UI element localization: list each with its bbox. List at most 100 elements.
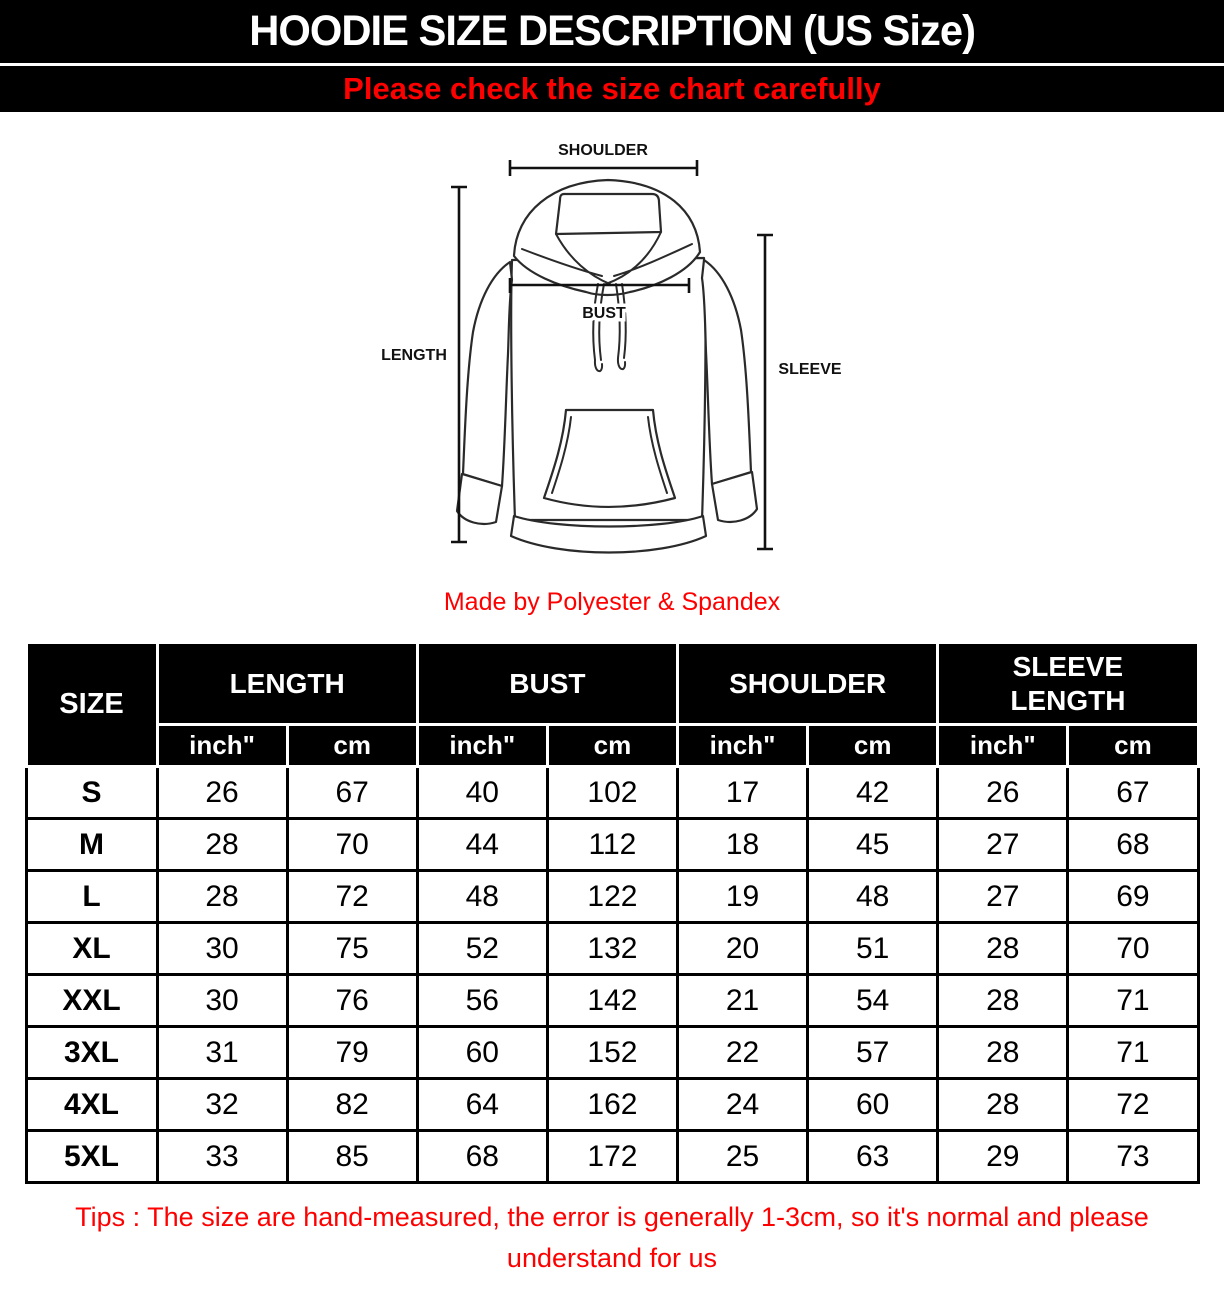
table-row: XXL 30 76 56 142 21 54 28 71 bbox=[24, 973, 1200, 1028]
value-cell: 19 bbox=[675, 869, 810, 924]
value-cell: 32 bbox=[155, 1077, 289, 1132]
value-cell: 76 bbox=[285, 973, 419, 1028]
value-cell: 142 bbox=[545, 973, 680, 1028]
value-cell: 71 bbox=[1066, 1025, 1200, 1080]
tips-note: Tips : The size are hand-measured, the e… bbox=[75, 1202, 1149, 1273]
value-cell: 73 bbox=[1066, 1129, 1200, 1184]
length-measure-line bbox=[451, 185, 467, 544]
size-cell: XXL bbox=[24, 973, 159, 1028]
value-cell: 71 bbox=[1066, 973, 1200, 1028]
size-cell: 3XL bbox=[24, 1025, 159, 1080]
sleeve-measure-line bbox=[757, 233, 773, 551]
value-cell: 64 bbox=[415, 1077, 549, 1132]
value-cell: 70 bbox=[285, 817, 419, 872]
value-cell: 172 bbox=[545, 1129, 680, 1184]
table-row: S 26 67 40 102 17 42 26 67 bbox=[24, 765, 1200, 820]
value-cell: 162 bbox=[545, 1077, 680, 1132]
table-row: XL 30 75 52 132 20 51 28 70 bbox=[24, 921, 1200, 976]
hoodie-illustration: SHOULDER LENGTH BUST SLEEVE bbox=[378, 139, 845, 554]
table-row: M 28 70 44 112 18 45 27 68 bbox=[24, 817, 1200, 872]
value-cell: 30 bbox=[155, 921, 289, 976]
title-bar: HOODIE SIZE DESCRIPTION (US Size) bbox=[0, 0, 1224, 63]
hoodie-left-cuff bbox=[455, 472, 504, 526]
unit-header-sleeve-inch: inch" bbox=[936, 723, 1070, 768]
page-subtitle: Please check the size chart carefully bbox=[343, 71, 881, 106]
table-row: L 28 72 48 122 19 48 27 69 bbox=[24, 869, 1200, 924]
value-cell: 18 bbox=[675, 817, 810, 872]
page-title: HOODIE SIZE DESCRIPTION (US Size) bbox=[249, 7, 976, 55]
hoodie-hem-band bbox=[509, 514, 708, 554]
value-cell: 48 bbox=[806, 869, 940, 924]
value-cell: 28 bbox=[936, 1025, 1070, 1080]
hoodie-pocket bbox=[542, 408, 677, 509]
table-row: 4XL 32 82 64 162 24 60 28 72 bbox=[24, 1077, 1200, 1132]
material-note: Made by Polyester & Spandex bbox=[443, 588, 781, 616]
unit-header-shoulder-inch: inch" bbox=[675, 723, 810, 768]
value-cell: 27 bbox=[936, 869, 1070, 924]
value-cell: 68 bbox=[1066, 817, 1200, 872]
value-cell: 102 bbox=[545, 765, 680, 820]
table-row: 3XL 31 79 60 152 22 57 28 71 bbox=[24, 1025, 1200, 1080]
size-cell: S bbox=[24, 765, 159, 820]
hoodie-left-sleeve bbox=[461, 260, 514, 488]
value-cell: 79 bbox=[285, 1025, 419, 1080]
value-cell: 82 bbox=[285, 1077, 419, 1132]
value-cell: 28 bbox=[936, 921, 1070, 976]
value-cell: 48 bbox=[415, 869, 549, 924]
unit-header-length-inch: inch" bbox=[155, 723, 289, 768]
value-cell: 85 bbox=[285, 1129, 419, 1184]
bust-measure-line bbox=[508, 278, 691, 293]
value-cell: 72 bbox=[285, 869, 419, 924]
column-header-bust: BUST bbox=[415, 641, 680, 726]
value-cell: 28 bbox=[936, 973, 1070, 1028]
column-header-size: SIZE bbox=[24, 641, 159, 768]
value-cell: 56 bbox=[415, 973, 549, 1028]
size-cell: 5XL bbox=[24, 1129, 159, 1184]
value-cell: 29 bbox=[936, 1129, 1070, 1184]
value-cell: 122 bbox=[545, 869, 680, 924]
size-cell: M bbox=[24, 817, 159, 872]
column-header-sleeve-length: SLEEVE LENGTH bbox=[936, 641, 1200, 726]
subtitle-bar: Please check the size chart carefully bbox=[0, 66, 1224, 112]
value-cell: 17 bbox=[675, 765, 810, 820]
value-cell: 28 bbox=[155, 869, 289, 924]
value-cell: 67 bbox=[1066, 765, 1200, 820]
unit-header-sleeve-cm: cm bbox=[1066, 723, 1200, 768]
bar-divider bbox=[0, 63, 1224, 66]
unit-header-length-cm: cm bbox=[285, 723, 419, 768]
value-cell: 30 bbox=[155, 973, 289, 1028]
value-cell: 72 bbox=[1066, 1077, 1200, 1132]
unit-header-shoulder-cm: cm bbox=[806, 723, 940, 768]
value-cell: 31 bbox=[155, 1025, 289, 1080]
value-cell: 45 bbox=[806, 817, 940, 872]
size-chart-header: SIZE LENGTH BUST SHOULDER SLEEVE LENGTH … bbox=[24, 641, 1200, 768]
value-cell: 70 bbox=[1066, 921, 1200, 976]
hoodie-pocket-edges bbox=[551, 409, 668, 494]
value-cell: 28 bbox=[936, 1077, 1070, 1132]
unit-header-bust-inch: inch" bbox=[415, 723, 549, 768]
value-cell: 28 bbox=[155, 817, 289, 872]
hoodie-drawstrings bbox=[592, 283, 627, 372]
hoodie-hood-opening bbox=[554, 192, 663, 236]
value-cell: 60 bbox=[806, 1077, 940, 1132]
value-cell: 27 bbox=[936, 817, 1070, 872]
value-cell: 75 bbox=[285, 921, 419, 976]
value-cell: 67 bbox=[285, 765, 419, 820]
value-cell: 152 bbox=[545, 1025, 680, 1080]
value-cell: 25 bbox=[675, 1129, 810, 1184]
value-cell: 112 bbox=[545, 817, 680, 872]
column-header-shoulder: SHOULDER bbox=[675, 641, 940, 726]
size-cell: XL bbox=[24, 921, 159, 976]
size-chart-body: S 26 67 40 102 17 42 26 67 M 28 70 44 11… bbox=[24, 765, 1200, 1184]
column-header-sleeve-length-text: SLEEVE LENGTH bbox=[1010, 650, 1126, 716]
value-cell: 42 bbox=[806, 765, 940, 820]
hoodie-right-sleeve bbox=[700, 258, 753, 486]
value-cell: 60 bbox=[415, 1025, 549, 1080]
size-cell: L bbox=[24, 869, 159, 924]
value-cell: 40 bbox=[415, 765, 549, 820]
value-cell: 63 bbox=[806, 1129, 940, 1184]
sleeve-label: SLEEVE bbox=[778, 361, 841, 378]
value-cell: 57 bbox=[806, 1025, 940, 1080]
shoulder-measure-line bbox=[508, 160, 699, 176]
size-cell: 4XL bbox=[24, 1077, 159, 1132]
